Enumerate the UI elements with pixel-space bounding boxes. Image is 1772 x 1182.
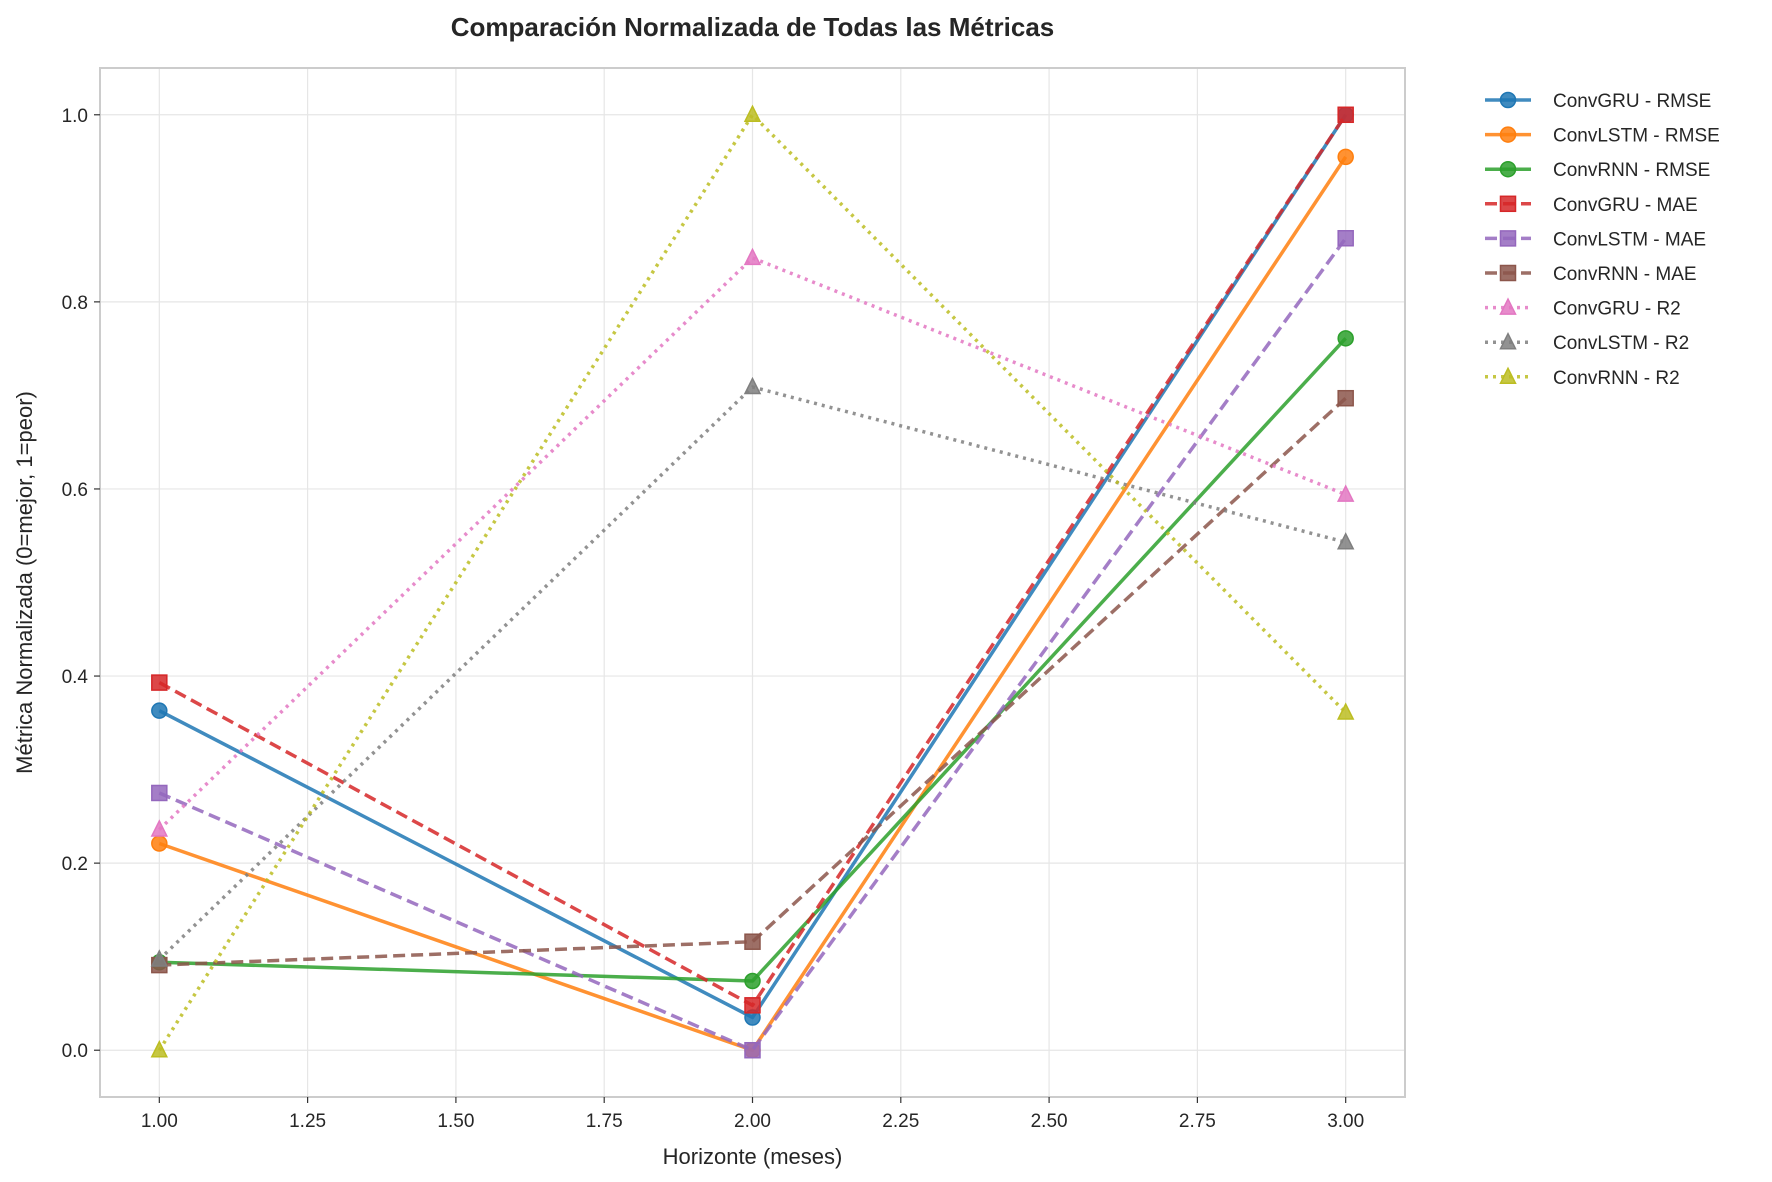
series-9 — [150, 104, 1355, 1058]
data-point — [1336, 532, 1355, 550]
x-tick-label: 2.50 — [1031, 1111, 1068, 1132]
legend-entry: ConvRNN - MAE — [1485, 264, 1697, 285]
legend-entry: ConvLSTM - MAE — [1485, 229, 1706, 250]
series-5 — [151, 230, 1354, 1059]
x-tick-label: 2.75 — [1179, 1111, 1216, 1132]
data-point — [1337, 330, 1354, 347]
data-point — [743, 104, 762, 123]
data-point — [744, 997, 761, 1014]
chart-title: Comparación Normalizada de Todas las Mét… — [451, 12, 1054, 42]
legend-entry: ConvGRU - MAE — [1485, 195, 1698, 216]
series-7 — [150, 247, 1355, 837]
y-tick-label: 1.0 — [62, 106, 88, 127]
grid — [100, 68, 1405, 1097]
legend-entry: ConvGRU - R2 — [1485, 297, 1681, 320]
y-tick-label: 0.4 — [62, 667, 89, 688]
y-tick-label: 0.8 — [62, 293, 88, 314]
data-point — [151, 674, 168, 691]
y-tick-label: 0.2 — [62, 854, 88, 875]
data-point — [743, 376, 762, 395]
legend-marker — [1499, 91, 1517, 109]
data-point — [151, 835, 168, 852]
legend-label: ConvLSTM - R2 — [1553, 333, 1689, 354]
data-point — [1337, 148, 1354, 166]
legend-marker — [1499, 230, 1517, 247]
x-axis-label: Horizonte (meses) — [663, 1144, 843, 1169]
x-tick-label: 1.75 — [586, 1111, 623, 1132]
x-tick-label: 2.25 — [882, 1111, 919, 1132]
data-point — [150, 819, 169, 837]
legend-marker — [1499, 366, 1517, 385]
legend-label: ConvRNN - R2 — [1553, 368, 1680, 389]
legend-label: ConvRNN - MAE — [1553, 264, 1697, 285]
legend-label: ConvGRU - RMSE — [1553, 91, 1711, 112]
legend-label: ConvLSTM - MAE — [1553, 229, 1706, 250]
legend-marker — [1499, 126, 1517, 143]
data-point — [744, 1041, 761, 1059]
data-point — [150, 949, 169, 967]
data-point — [1337, 106, 1354, 124]
series-group — [150, 104, 1355, 1059]
series-line — [157, 113, 1347, 1052]
axis-ticks: 1.00 1.25 1.50 1.75 2.00 2.25 2.50 2.75 3.00 0.0 0… — [62, 106, 1365, 1132]
legend-entry: ConvRNN - RMSE — [1485, 160, 1710, 181]
legend-marker — [1499, 297, 1517, 315]
data-point — [151, 702, 168, 719]
y-tick-label: 0.0 — [62, 1041, 88, 1062]
data-point — [744, 972, 761, 990]
legend-label: ConvGRU - MAE — [1553, 195, 1698, 216]
x-tick-label: 1.00 — [141, 1111, 178, 1132]
legend-entry: ConvLSTM - RMSE — [1485, 126, 1720, 147]
series-line — [158, 237, 1348, 1052]
series-8 — [150, 376, 1355, 967]
y-tick-label: 0.6 — [62, 480, 88, 501]
data-point — [1336, 702, 1355, 720]
legend-label: ConvRNN - RMSE — [1553, 160, 1710, 181]
data-point — [744, 933, 761, 950]
series-line — [158, 256, 1347, 831]
legend-label: ConvGRU - R2 — [1553, 299, 1681, 320]
legend-label: ConvLSTM - RMSE — [1553, 126, 1720, 147]
legend-entry: ConvRNN - R2 — [1485, 366, 1680, 389]
data-point — [150, 1040, 169, 1058]
data-point — [1337, 389, 1354, 407]
x-tick-label: 1.25 — [289, 1111, 326, 1132]
series-4 — [151, 106, 1354, 1014]
y-axis-label: Métrica Normalizada (0=mejor, 1=peor) — [12, 391, 37, 774]
legend-marker — [1499, 195, 1517, 213]
x-tick-label: 3.00 — [1327, 1111, 1364, 1132]
data-point — [743, 247, 762, 266]
legend-marker — [1499, 264, 1517, 282]
legend-entry: ConvLSTM - R2 — [1485, 332, 1689, 354]
legend-marker — [1499, 332, 1517, 350]
x-tick-label: 2.00 — [734, 1111, 771, 1132]
data-point — [1337, 230, 1354, 247]
legend-marker — [1499, 160, 1517, 178]
data-point — [151, 784, 168, 802]
legend: ConvGRU - RMSE ConvLSTM - RMSE ConvRNN - R… — [1485, 91, 1720, 389]
legend-entry: ConvGRU - RMSE — [1485, 91, 1711, 112]
data-point — [1336, 484, 1355, 502]
x-tick-label: 1.50 — [437, 1111, 474, 1132]
